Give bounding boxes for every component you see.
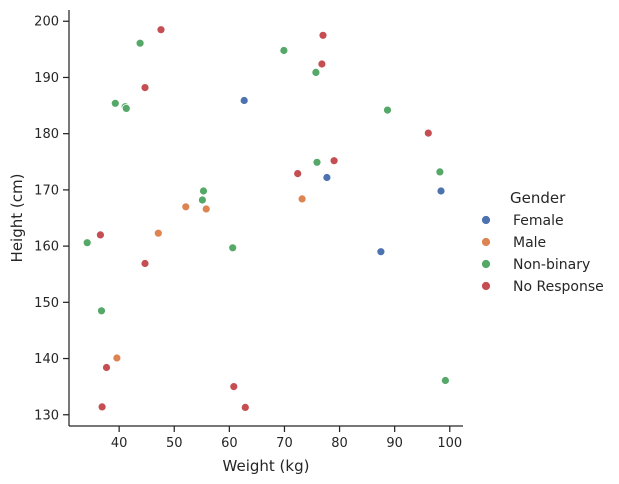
data-point xyxy=(322,173,332,182)
x-axis-ticks: 40 50 60 70 80 90 100 xyxy=(111,426,462,451)
data-point xyxy=(383,105,392,115)
y-tick-label: 190 xyxy=(34,71,59,86)
legend-label: Male xyxy=(513,235,546,251)
data-point xyxy=(153,228,163,238)
data-point xyxy=(240,402,250,412)
legend-marker xyxy=(481,259,491,269)
data-point xyxy=(110,98,120,108)
data-points xyxy=(82,25,450,412)
legend-items: Female Male Non-binary No Response xyxy=(481,213,604,295)
data-point xyxy=(317,59,327,69)
data-point xyxy=(293,169,303,179)
y-tick-label: 150 xyxy=(34,296,59,311)
data-point xyxy=(229,382,239,392)
data-point xyxy=(318,30,328,40)
data-point xyxy=(181,202,191,212)
x-axis-label: Weight (kg) xyxy=(223,457,310,475)
data-point xyxy=(96,230,105,240)
data-point xyxy=(97,306,106,316)
data-point xyxy=(112,353,122,363)
data-point xyxy=(440,376,450,385)
data-point xyxy=(97,402,107,412)
data-point xyxy=(279,46,289,55)
legend-label: No Response xyxy=(513,279,604,295)
data-point xyxy=(312,157,322,167)
y-tick-label: 130 xyxy=(34,408,59,423)
x-tick-label: 90 xyxy=(386,436,403,451)
y-axis-label: Height (cm) xyxy=(8,174,26,263)
y-tick-label: 140 xyxy=(34,352,59,367)
legend-title: Gender xyxy=(510,189,566,207)
data-point xyxy=(239,96,249,105)
legend-marker xyxy=(481,281,491,291)
y-tick-label: 160 xyxy=(34,240,59,255)
data-point xyxy=(82,238,92,248)
x-tick-label: 60 xyxy=(221,436,238,451)
x-tick-label: 40 xyxy=(111,436,128,451)
data-point xyxy=(423,128,433,138)
x-tick-label: 100 xyxy=(437,436,462,451)
data-point xyxy=(156,25,166,35)
data-point xyxy=(121,104,131,113)
y-tick-label: 180 xyxy=(34,127,59,142)
legend-marker xyxy=(481,215,491,225)
data-point xyxy=(140,83,150,92)
y-tick-label: 170 xyxy=(34,183,59,198)
x-tick-label: 70 xyxy=(276,436,293,451)
legend: Gender Female Male Non-binary No Response xyxy=(481,189,604,295)
legend-label: Female xyxy=(513,213,564,229)
data-point xyxy=(201,204,211,214)
x-tick-label: 50 xyxy=(166,436,183,451)
legend-marker xyxy=(481,237,491,247)
y-tick-label: 200 xyxy=(34,15,59,30)
y-axis-ticks: 130 140 150 160 170 180 190 200 xyxy=(34,15,69,423)
legend-label: Non-binary xyxy=(513,257,590,273)
data-point xyxy=(102,363,111,372)
data-point xyxy=(329,156,339,166)
data-point xyxy=(376,247,386,257)
x-tick-label: 80 xyxy=(331,436,348,451)
data-point xyxy=(311,68,321,77)
data-point xyxy=(228,243,238,253)
data-point xyxy=(435,167,445,177)
data-point xyxy=(297,194,307,204)
data-point xyxy=(140,259,150,268)
data-point xyxy=(197,195,207,205)
data-point xyxy=(135,38,145,48)
data-point xyxy=(436,186,446,196)
data-point xyxy=(199,186,208,196)
